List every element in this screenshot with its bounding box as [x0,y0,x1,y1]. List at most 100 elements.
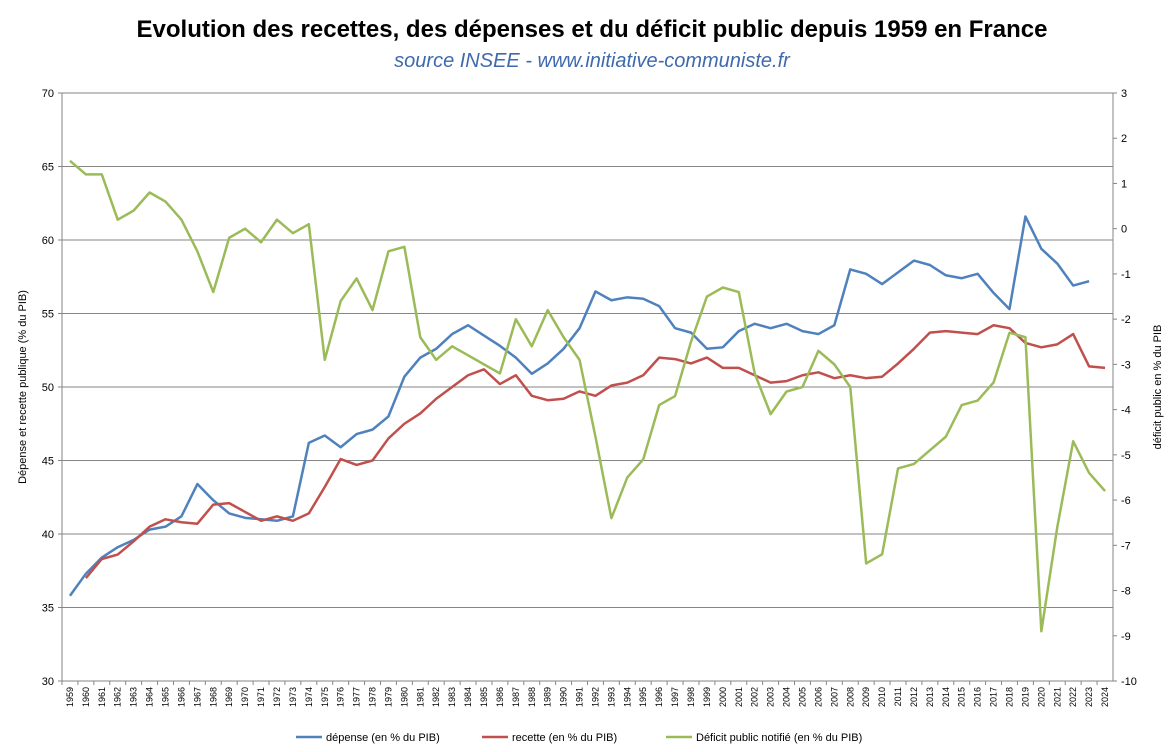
y-tick-label-left: 65 [42,162,54,174]
x-tick-label: 2018 [1004,687,1014,707]
x-tick-label: 2014 [941,687,951,707]
y-tick-label-left: 30 [42,676,54,688]
x-tick-label: 1965 [161,687,171,707]
x-tick-label: 1987 [511,687,521,707]
y-tick-label-right: -7 [1121,540,1131,552]
x-tick-label: 1995 [638,687,648,707]
x-tick-label: 1961 [97,687,107,707]
y-tick-label-right: -9 [1121,631,1131,643]
x-tick-label: 2023 [1084,687,1094,707]
y-tick-label-right: -6 [1121,495,1131,507]
x-tick-label: 2009 [861,687,871,707]
x-tick-label: 1990 [559,687,569,707]
y-tick-label-right: -3 [1121,359,1131,371]
y-tick-label-right: -8 [1121,586,1131,598]
x-tick-label: 2004 [782,687,792,707]
chart-title: Evolution des recettes, des dépenses et … [137,16,1048,43]
y-tick-label-left: 60 [42,235,54,247]
tick-labels: 303540455055606570-10-9-8-7-6-5-4-3-2-10… [42,88,1137,707]
x-tick-label: 1960 [81,687,91,707]
y-tick-label-left: 45 [42,456,54,468]
x-tick-label: 1993 [606,687,616,707]
y-tick-label-left: 35 [42,603,54,615]
y-axis-left-label: Dépense et recette publique (% du PIB) [17,290,29,484]
chart-subtitle: source INSEE - www.initiative-communiste… [394,50,791,72]
x-tick-label: 1991 [575,687,585,707]
x-tick-label: 1973 [288,687,298,707]
x-tick-label: 2019 [1020,687,1030,707]
y-tick-label-right: -1 [1121,269,1131,281]
x-tick-label: 1982 [431,687,441,707]
x-tick-label: 2015 [957,687,967,707]
x-tick-label: 1981 [415,687,425,707]
y-tick-label-right: -10 [1121,676,1137,688]
x-tick-label: 2013 [925,687,935,707]
y-tick-label-right: -4 [1121,405,1131,417]
gridlines [62,92,1113,682]
legend: dépense (en % du PIB) recette (en % du PI… [296,732,862,744]
x-tick-label: 2017 [989,687,999,707]
x-tick-label: 2021 [1052,687,1062,707]
series-line-2 [84,324,1106,579]
x-tick-label: 2016 [973,687,983,707]
legend-label: Déficit public notifié (en % du PIB) [696,732,862,744]
x-tick-label: 1999 [702,687,712,707]
x-tick-label: 1980 [399,687,409,707]
x-tick-label: 2001 [734,687,744,707]
x-tick-label: 1994 [622,687,632,707]
y-tick-label-right: 2 [1121,133,1127,145]
x-tick-label: 1979 [383,687,393,707]
x-tick-label: 1985 [479,687,489,707]
x-tick-label: 1969 [224,687,234,707]
x-tick-label: 1971 [256,687,266,707]
x-tick-label: 1975 [320,687,330,707]
x-tick-label: 1978 [368,687,378,707]
x-tick-label: 2010 [877,687,887,707]
y-tick-label-right: -2 [1121,314,1131,326]
x-tick-label: 1983 [447,687,457,707]
x-tick-label: 2005 [797,687,807,707]
x-tick-label: 2011 [893,687,903,706]
axes [58,92,1117,685]
y-tick-label-right: 1 [1121,178,1127,190]
x-tick-label: 1986 [495,687,505,707]
x-tick-label: 2003 [766,687,776,707]
series-line-1 [68,215,1090,597]
y-tick-label-right: 3 [1121,88,1127,100]
x-tick-label: 1966 [176,687,186,707]
series-line-3 [69,159,1106,633]
x-tick-label: 2008 [845,687,855,707]
y-tick-label-right: -5 [1121,450,1131,462]
legend-label: dépense (en % du PIB) [326,732,440,744]
y-tick-label-left: 55 [42,309,54,321]
x-tick-label: 1977 [352,687,362,707]
series-lines [68,159,1106,633]
y-tick-label-left: 70 [42,88,54,100]
y-tick-label-left: 50 [42,382,54,394]
x-tick-label: 1959 [65,687,75,707]
x-tick-label: 1997 [670,687,680,707]
x-tick-label: 1972 [272,687,282,707]
legend-label: recette (en % du PIB) [512,732,617,744]
x-tick-label: 2022 [1068,687,1078,707]
x-tick-label: 2012 [909,687,919,707]
y-tick-label-left: 40 [42,529,54,541]
x-tick-label: 1967 [192,687,202,707]
x-tick-label: 1984 [463,687,473,707]
x-tick-label: 1964 [145,687,155,707]
x-tick-label: 1992 [590,687,600,707]
y-tick-label-right: 0 [1121,224,1127,236]
x-tick-label: 2007 [829,687,839,707]
x-tick-label: 1998 [686,687,696,707]
x-tick-label: 1996 [654,687,664,707]
x-tick-label: 1988 [527,687,537,707]
x-tick-label: 2020 [1036,687,1046,707]
x-tick-label: 1963 [129,687,139,707]
x-tick-label: 1976 [336,687,346,707]
x-tick-label: 1962 [113,687,123,707]
x-tick-label: 2000 [718,687,728,707]
x-tick-label: 1989 [543,687,553,707]
x-tick-label: 2002 [750,687,760,707]
y-axis-right-label: déficit public en % du PIB [1152,325,1164,450]
